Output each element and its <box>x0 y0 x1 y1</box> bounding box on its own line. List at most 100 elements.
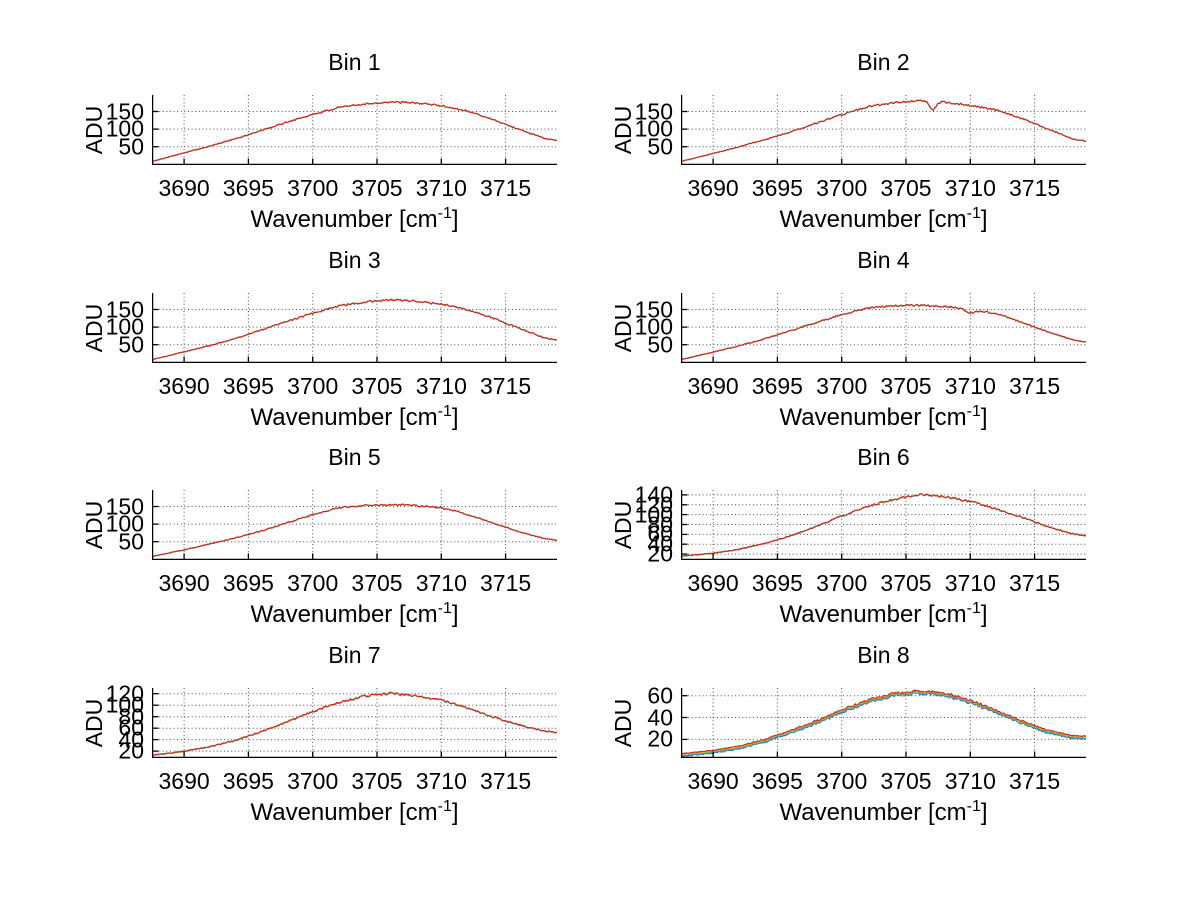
x-tick-label: 3695 <box>751 373 803 399</box>
x-axis-label-superscript: -1 <box>437 600 452 617</box>
y-tick-label: 100 <box>634 313 673 340</box>
spectrum-trace-3 <box>152 298 557 361</box>
x-axis-label-text: Wavenumber [cm <box>779 206 967 233</box>
subplot-bin-7: Bin 7 20 40 60 80 100 120 3690 3695 3700 3705 3710 3… <box>81 642 557 826</box>
y-tick-label: 120 <box>105 680 144 707</box>
x-axis-label-superscript: -1 <box>437 798 452 815</box>
subplot-bin-2: Bin 2 50 100 150 3690 3695 3700 3705 3710 3715 ADU… <box>610 49 1086 233</box>
x-axis-label: Wavenumber [cm-1] <box>681 797 1086 829</box>
x-tick-label: 3695 <box>751 175 803 201</box>
x-axis-label: Wavenumber [cm-1] <box>152 402 557 434</box>
y-tick-label: 50 <box>118 331 144 358</box>
y-axis-label: ADU <box>81 303 107 353</box>
x-tick-label: 3690 <box>687 570 739 596</box>
subplot-bin-4: Bin 4 50 100 150 3690 3695 3700 3705 3710 3715 ADU… <box>610 247 1086 431</box>
x-tick-label: 3690 <box>687 175 739 201</box>
spectrum-trace-2 <box>152 503 557 558</box>
x-tick-label: 3705 <box>880 768 932 794</box>
subplot-bin-6: Bin 6 20 40 60 80 100 120 140 3690 3695 3700 3705 37… <box>610 444 1086 628</box>
x-axis-label-text: Wavenumber [cm <box>250 404 438 431</box>
plot-title: Bin 7 <box>328 642 381 668</box>
x-axis-label-text: Wavenumber [cm <box>250 601 438 628</box>
y-tick-label: 40 <box>647 530 673 557</box>
x-tick-label: 3695 <box>222 570 274 596</box>
x-tick-label: 3690 <box>158 768 210 794</box>
spectrum-trace-2 <box>681 99 1086 163</box>
y-tick-label: 50 <box>647 331 673 358</box>
plot-canvas <box>152 688 557 758</box>
x-tick-label: 3695 <box>222 373 274 399</box>
spectrum-trace-2 <box>681 493 1086 557</box>
x-tick-label: 3705 <box>351 570 403 596</box>
spectrum-trace-1 <box>152 503 557 558</box>
y-tick-label: 20 <box>118 737 144 764</box>
y-tick-label: 40 <box>118 726 144 753</box>
spectrum-trace-3 <box>152 100 557 163</box>
x-axis-label: Wavenumber [cm-1] <box>152 797 557 829</box>
x-tick-label: 3705 <box>351 175 403 201</box>
plot-title: Bin 5 <box>328 444 381 470</box>
subplot-bin-1: Bin 1 50 100 150 3690 3695 3700 3705 3710 3715 ADU… <box>81 49 557 233</box>
x-tick-label: 3700 <box>816 570 868 596</box>
spectrum-trace-4 <box>152 503 557 558</box>
y-axis-label: ADU <box>610 500 636 550</box>
y-tick-label: 20 <box>647 725 673 752</box>
y-axis-label: ADU <box>610 105 636 155</box>
plot-canvas <box>152 95 557 165</box>
y-tick-label: 50 <box>118 528 144 555</box>
x-tick-label: 3700 <box>287 768 339 794</box>
x-axis-label: Wavenumber [cm-1] <box>681 599 1086 631</box>
y-axis-label: ADU <box>81 500 107 550</box>
y-tick-label: 100 <box>105 691 144 718</box>
subplot-bin-3: Bin 3 50 100 150 3690 3695 3700 3705 3710 3715 ADU… <box>81 247 557 431</box>
x-tick-label: 3705 <box>880 570 932 596</box>
x-tick-label: 3690 <box>687 373 739 399</box>
x-axis-label-superscript: -1 <box>966 403 981 420</box>
spectrum-trace-1 <box>681 304 1086 361</box>
spectrum-trace-2 <box>681 691 1086 757</box>
y-tick-label: 100 <box>105 510 144 537</box>
x-axis-label-bracket: ] <box>980 601 988 628</box>
x-axis-label-bracket: ] <box>980 799 988 826</box>
plot-canvas <box>681 688 1086 758</box>
y-tick-label: 150 <box>105 493 144 519</box>
x-tick-label: 3700 <box>287 373 339 399</box>
y-axis-label: ADU <box>81 105 107 155</box>
y-tick-label: 140 <box>634 481 673 508</box>
subplot-bin-8: Bin 8 20 40 60 3690 3695 3700 3705 3710 3715 ADU Wa… <box>610 642 1086 826</box>
y-tick-label: 150 <box>634 98 673 124</box>
x-axis-label-bracket: ] <box>451 601 459 628</box>
x-axis-label-superscript: -1 <box>437 403 452 420</box>
x-tick-label: 3710 <box>944 570 996 596</box>
x-axis-label-text: Wavenumber [cm <box>779 601 967 628</box>
x-axis-label-bracket: ] <box>451 404 459 431</box>
x-tick-label: 3715 <box>480 768 532 794</box>
y-axis-label: ADU <box>81 698 107 748</box>
y-tick-label: 100 <box>634 501 673 528</box>
spectrum-trace-4 <box>152 298 557 361</box>
x-axis-label-text: Wavenumber [cm <box>250 799 438 826</box>
x-tick-label: 3715 <box>1009 570 1061 596</box>
spectrum-trace-2 <box>152 100 557 163</box>
y-tick-label: 50 <box>647 133 673 160</box>
plot-canvas <box>681 95 1086 165</box>
y-tick-label: 150 <box>105 98 144 124</box>
spectrum-trace-2 <box>681 303 1086 360</box>
y-tick-label: 60 <box>647 682 673 709</box>
spectrum-trace-1 <box>152 298 557 361</box>
spectrum-trace-3 <box>152 503 557 558</box>
x-tick-label: 3715 <box>1009 768 1061 794</box>
y-tick-label: 60 <box>118 714 144 741</box>
x-tick-label: 3700 <box>816 373 868 399</box>
spectrum-trace-4 <box>681 303 1086 360</box>
x-tick-label: 3695 <box>222 175 274 201</box>
y-axis-label: ADU <box>610 698 636 748</box>
x-tick-label: 3705 <box>880 175 932 201</box>
spectrum-trace-4 <box>681 99 1086 162</box>
x-tick-label: 3715 <box>1009 175 1061 201</box>
plot-title: Bin 8 <box>857 642 910 668</box>
x-tick-label: 3695 <box>222 768 274 794</box>
plot-title: Bin 6 <box>857 444 910 470</box>
plot-title: Bin 1 <box>328 49 381 75</box>
x-tick-label: 3700 <box>816 768 868 794</box>
